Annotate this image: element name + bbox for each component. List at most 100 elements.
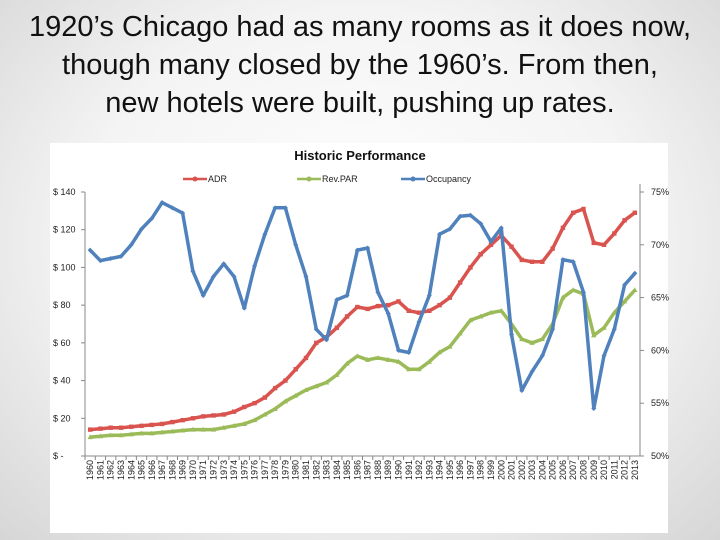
data-point: [344, 292, 350, 298]
data-point: [622, 218, 627, 223]
data-point: [406, 308, 411, 313]
x-tick-label: 1990: [393, 460, 403, 480]
data-point: [529, 259, 535, 264]
data-point: [570, 287, 576, 293]
x-tick-label: 1987: [363, 460, 373, 480]
left-tick-label: $ 140: [53, 187, 76, 197]
data-point: [365, 306, 370, 312]
data-point: [426, 358, 432, 364]
x-tick-label: 1966: [147, 460, 157, 480]
data-point: [221, 261, 227, 267]
right-tick-label: 75%: [651, 187, 669, 197]
x-tick-label: 1991: [404, 460, 414, 480]
x-tick-label: 1963: [116, 460, 126, 480]
data-point: [560, 225, 566, 231]
x-tick-label: 2003: [527, 460, 537, 480]
data-point: [200, 414, 206, 419]
data-point: [324, 337, 330, 343]
axes: $ - $ 20 $ 40 $ 60 $ 80 $ 100 $ 120 $ 140 50% 55%…: [53, 184, 669, 480]
data-point: [190, 426, 196, 432]
data-point: [293, 392, 299, 398]
data-point: [488, 309, 494, 315]
x-tick-label: 1964: [126, 460, 136, 480]
x-tick-label: 2013: [630, 460, 640, 480]
x-tick-label: 1969: [178, 460, 188, 480]
x-tick-label: 1984: [332, 460, 342, 480]
x-tick-label: 1971: [198, 460, 208, 480]
data-point: [221, 424, 227, 430]
data-point: [334, 297, 340, 303]
data-point: [180, 417, 185, 423]
data-point: [570, 210, 576, 215]
x-tick-label: 1999: [486, 460, 496, 480]
data-point: [190, 416, 196, 421]
data-point: [272, 205, 278, 211]
data-point: [519, 257, 525, 263]
x-tick-label: 1960: [85, 460, 95, 480]
data-point: [550, 326, 556, 332]
data-point: [344, 360, 350, 366]
legend-marker: [410, 176, 416, 182]
data-point: [467, 212, 473, 218]
data-point: [149, 215, 155, 221]
data-point: [282, 398, 289, 404]
legend-item-occupancy: Occupancy: [401, 174, 472, 184]
data-point: [251, 417, 258, 423]
data-point: [231, 423, 237, 428]
x-tick-label: 1967: [157, 460, 167, 480]
x-tick-label: 1972: [208, 460, 218, 480]
data-point: [427, 308, 432, 313]
data-point: [529, 340, 535, 345]
data-point: [529, 369, 535, 375]
legend-item-adr: ADR: [183, 174, 228, 184]
left-tick-label: $ 40: [53, 376, 71, 386]
data-point: [488, 242, 494, 247]
data-point: [272, 385, 278, 391]
data-point: [231, 409, 237, 414]
data-point: [211, 413, 216, 418]
data-point: [108, 256, 114, 262]
data-point: [293, 242, 299, 248]
data-point: [118, 253, 124, 259]
data-point: [447, 295, 453, 300]
left-tick-label: $ 80: [53, 300, 71, 310]
data-point: [365, 357, 371, 362]
data-point: [139, 226, 145, 232]
x-tick-label: 1986: [352, 460, 362, 480]
right-tick-label: 65%: [651, 293, 669, 303]
x-tick-label: 2008: [578, 460, 588, 480]
x-tick-label: 2004: [537, 460, 547, 480]
right-tick-label: 70%: [651, 240, 669, 250]
x-tick-label: 1993: [424, 460, 434, 480]
data-point: [375, 303, 381, 309]
legend-label: Rev.PAR: [322, 174, 358, 184]
legend-marker: [306, 176, 312, 182]
data-point: [375, 289, 381, 295]
data-point: [334, 372, 340, 377]
right-tick-label: 50%: [651, 451, 669, 461]
data-point: [108, 432, 114, 438]
data-point: [323, 379, 330, 385]
data-point: [87, 434, 93, 440]
data-point: [509, 244, 514, 249]
data-point: [591, 332, 597, 338]
chart-area: [50, 143, 668, 533]
data-point: [436, 349, 443, 355]
legend: ADR Rev.PAR Occupancy: [183, 174, 472, 184]
data-point: [97, 433, 104, 439]
data-point: [169, 205, 175, 211]
data-point: [138, 430, 145, 436]
data-point: [159, 200, 165, 206]
data-point: [560, 294, 566, 300]
left-tick-label: $ 60: [53, 338, 71, 348]
x-tick-label: 1989: [383, 460, 393, 480]
data-point: [519, 388, 525, 394]
data-point: [539, 353, 545, 359]
x-tick-label: 1970: [188, 460, 198, 480]
data-point: [210, 426, 217, 432]
data-point: [385, 357, 391, 362]
data-point: [498, 225, 504, 231]
data-point: [87, 427, 93, 432]
data-point: [200, 426, 206, 432]
x-tick-label: 2005: [548, 460, 558, 480]
